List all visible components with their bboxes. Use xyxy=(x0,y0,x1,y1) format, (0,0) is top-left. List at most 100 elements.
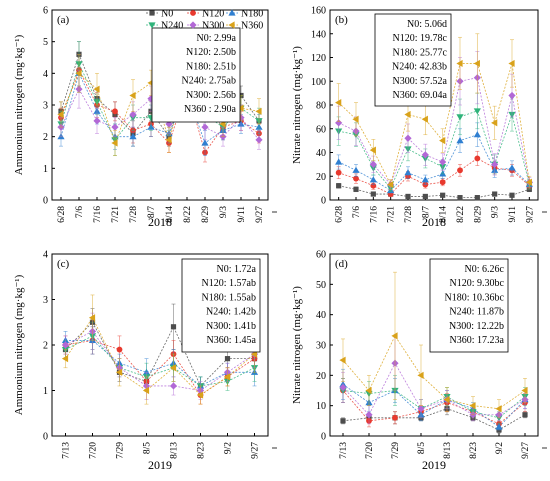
x-tick-label: 7/20 xyxy=(89,442,99,459)
summary-line: N180: 1.55ab xyxy=(202,292,256,303)
data-point xyxy=(491,119,498,127)
data-point xyxy=(508,59,515,68)
y-tick-label: 40 xyxy=(316,148,326,159)
summary-line: N360: 17.23a xyxy=(450,335,505,346)
data-point xyxy=(405,193,411,200)
x-tick-label: 7/20 xyxy=(365,442,375,459)
y-tick-label: 40 xyxy=(316,310,326,321)
x-tick-label: 7/16 xyxy=(369,206,379,223)
series-line xyxy=(338,63,530,186)
data-point xyxy=(440,192,446,198)
data-point xyxy=(491,160,499,168)
y-tick-label: 140 xyxy=(311,29,326,40)
legend-marker xyxy=(189,21,197,29)
data-point xyxy=(404,110,411,119)
data-point xyxy=(339,383,347,392)
y-tick-label: 0 xyxy=(43,432,48,443)
legend-label: N0 xyxy=(161,9,173,20)
y-axis-title: Nitrate nitrogen (mg·kg⁻¹) xyxy=(291,286,303,404)
x-tick-label: 6/28 xyxy=(57,206,67,223)
x-axis-title: 2019 xyxy=(148,458,172,472)
legend-marker xyxy=(228,21,235,29)
series-line xyxy=(65,321,255,387)
panel-label: (a) xyxy=(57,14,70,26)
data-point xyxy=(255,107,262,115)
series-line xyxy=(342,335,526,410)
summary-line: N360: 1.45a xyxy=(207,335,257,346)
series-n360 xyxy=(339,271,528,419)
data-point xyxy=(456,137,464,144)
y-tick-label: 2 xyxy=(43,132,48,143)
series-line xyxy=(60,69,260,154)
x-tick-label: 9/2 xyxy=(495,442,505,454)
summary-line: N300: 57.52a xyxy=(393,76,448,87)
data-point xyxy=(365,411,373,419)
data-point xyxy=(61,355,69,363)
data-point xyxy=(421,151,429,159)
panel-a: 0 1 2 3 4 5 6 6/28 7/6 7/16 7/21 7/28 8/7 8/14 8/22 8/2… xyxy=(13,6,277,229)
summary-line: N240: 1.42b xyxy=(206,307,256,318)
data-point xyxy=(224,356,231,362)
legend: N0 N120 N180 N240 N300 N360 xyxy=(146,9,263,32)
data-point xyxy=(443,396,450,404)
x-axis-title: 2018 xyxy=(422,215,446,229)
summary-frame xyxy=(151,27,241,123)
data-point xyxy=(255,136,263,144)
y-axis-title: Ammonium nitrogen (mg·kg⁻¹) xyxy=(13,274,25,415)
data-point xyxy=(522,412,528,418)
x-tick-label: 7/16 xyxy=(93,206,103,223)
series-line xyxy=(338,77,530,186)
data-point xyxy=(352,166,360,173)
summary-line: N0: 2.99a xyxy=(197,33,237,44)
series-line xyxy=(338,185,530,199)
series-line xyxy=(338,134,530,192)
x-tick-label: 7/13 xyxy=(62,442,72,459)
data-point xyxy=(508,91,516,100)
series-line xyxy=(60,53,260,138)
data-point xyxy=(508,164,516,171)
summary-line: N360 : 2.90a xyxy=(184,104,237,115)
series-line xyxy=(65,340,255,387)
y-tick-label: 4 xyxy=(43,69,48,80)
x-tick-label: 7/6 xyxy=(352,206,362,218)
summary-line: N0: 1.72a xyxy=(217,264,257,275)
x-tick-label: 7/29 xyxy=(116,442,126,459)
x-tick-label: 8/29 xyxy=(473,206,483,223)
data-point xyxy=(492,191,498,197)
legend-marker xyxy=(148,22,156,29)
x-tick-label: 8/22 xyxy=(183,206,193,223)
panel-c: 0 1 2 3 4 7/13 7/20 7/29 8/5 8/13 8/23 9/2 9/27 2019 A… xyxy=(13,250,277,472)
summary-line: N120: 2.50b xyxy=(186,47,236,58)
data-point xyxy=(111,123,119,131)
summary-line: N300: 2.56b xyxy=(186,90,236,101)
data-point xyxy=(352,115,359,123)
data-point xyxy=(339,356,346,364)
series-line xyxy=(342,362,526,416)
y-tick-label: 6 xyxy=(43,6,48,17)
series-n0 xyxy=(336,183,532,201)
summary-line: N240: 2.75ab xyxy=(182,76,236,87)
summary-line: N180: 2.51b xyxy=(186,61,236,72)
x-tick-label: 8/5 xyxy=(143,442,153,454)
x-tick-label: 9/27 xyxy=(525,206,535,223)
y-tick-label: 30 xyxy=(316,341,326,352)
x-tick-label: 8/23 xyxy=(197,442,207,459)
y-tick-label: 3 xyxy=(43,101,48,112)
data-point xyxy=(93,117,101,125)
data-point xyxy=(165,136,172,144)
summary-box: N0: 1.72a N120: 1.57ab N180: 1.55ab N240: 1… xyxy=(181,258,261,353)
summary-box: N0: 6.26c N120: 9.30bc N180: 10.36bc N240: … xyxy=(429,258,509,353)
y-tick-label: 60 xyxy=(316,124,326,135)
data-point xyxy=(439,179,446,186)
data-point xyxy=(439,137,446,145)
data-point xyxy=(353,175,359,182)
summary-line: N240: 42.83b xyxy=(392,62,447,73)
summary-line: N300: 12.22b xyxy=(449,321,504,332)
data-point xyxy=(495,405,502,413)
data-point xyxy=(495,423,503,430)
data-point xyxy=(116,346,123,353)
summary-line: N180: 10.36bc xyxy=(445,292,505,303)
data-point xyxy=(422,193,428,200)
summary-box: N0: 5.06d N120: 19.78c N180: 25.77c N240: 4… xyxy=(374,13,452,107)
